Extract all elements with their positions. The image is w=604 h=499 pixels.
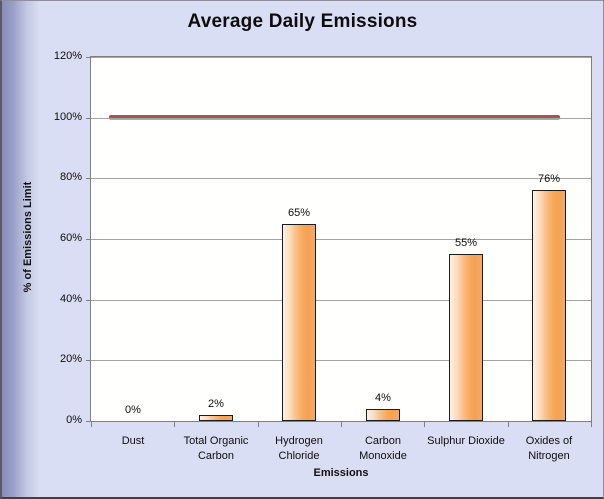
category-label: Sulphur Dioxide [427, 435, 505, 447]
y-axis-tick [86, 57, 91, 58]
x-axis-tick [174, 422, 175, 427]
y-tick-label: 0% [66, 414, 82, 426]
x-axis-title: Emissions [313, 467, 369, 479]
gridline [91, 360, 591, 361]
category-label: Carbon Monoxide [359, 435, 407, 462]
x-axis-tick [258, 422, 259, 427]
bar-carbon-monoxide [366, 409, 400, 421]
x-axis-tick [508, 422, 509, 427]
bar-total-organic-carbon [199, 415, 233, 421]
y-axis-tick [86, 360, 91, 361]
y-tick-label: 20% [59, 353, 82, 365]
bar-value-label: 55% [454, 237, 478, 249]
emissions-limit-line [109, 115, 560, 119]
bar-value-label: 76% [537, 173, 561, 185]
y-axis-tick [86, 178, 91, 179]
gridline [91, 300, 591, 301]
chart-title: Average Daily Emissions [187, 11, 418, 32]
bar-value-label: 0% [125, 404, 141, 416]
x-axis-tick [591, 422, 592, 427]
gridline [91, 239, 591, 240]
bar-oxides-of-nitrogen [532, 190, 566, 421]
bar-value-label: 2% [208, 398, 224, 410]
bar-value-label: 4% [375, 392, 391, 404]
category-label: Total Organic Carbon [183, 435, 249, 462]
y-tick-label: 60% [59, 232, 82, 244]
y-axis-tick [86, 421, 91, 422]
x-axis-tick [91, 422, 92, 427]
plot-area: 0% 2% 65% 4% 55% 76% [90, 56, 592, 422]
bar-sulphur-dioxide [449, 254, 483, 421]
y-axis-tick [86, 300, 91, 301]
bar-hydrogen-chloride [282, 224, 316, 421]
y-tick-label: 100% [53, 111, 82, 123]
category-label: Oxides of Nitrogen [525, 435, 573, 462]
y-tick-label: 80% [59, 171, 82, 183]
gridline [91, 57, 591, 58]
gridline [91, 118, 591, 119]
y-axis-tick [86, 239, 91, 240]
bar-value-label: 65% [287, 207, 311, 219]
y-axis-title: % of Emissions Limit [22, 181, 34, 293]
category-label: Dust [121, 435, 145, 447]
x-axis-tick [424, 422, 425, 427]
gridline [91, 178, 591, 179]
y-tick-label: 120% [53, 50, 82, 62]
y-axis-tick [86, 118, 91, 119]
left-shadow-edge [2, 1, 40, 497]
y-tick-label: 40% [59, 293, 82, 305]
x-axis-tick [341, 422, 342, 427]
category-label: Hydrogen Chloride [275, 435, 323, 462]
